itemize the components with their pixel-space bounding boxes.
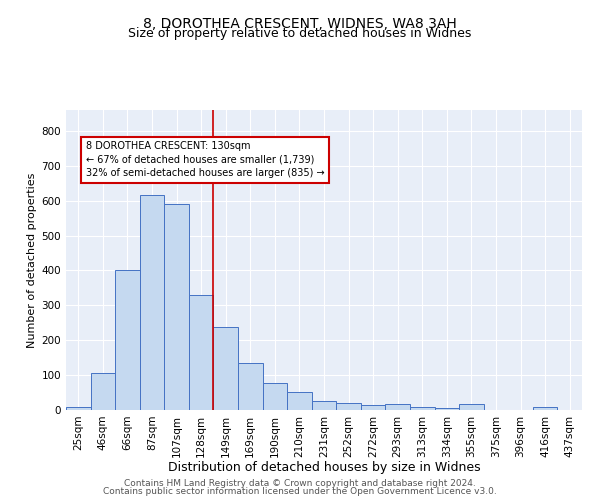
- Bar: [287, 392, 312, 410]
- Text: 8, DOROTHEA CRESCENT, WIDNES, WA8 3AH: 8, DOROTHEA CRESCENT, WIDNES, WA8 3AH: [143, 18, 457, 32]
- Bar: [385, 404, 410, 410]
- Bar: [459, 404, 484, 410]
- Bar: [533, 407, 557, 410]
- Bar: [91, 374, 115, 410]
- Bar: [312, 402, 336, 410]
- Text: 8 DOROTHEA CRESCENT: 130sqm
← 67% of detached houses are smaller (1,739)
32% of : 8 DOROTHEA CRESCENT: 130sqm ← 67% of det…: [86, 142, 324, 178]
- Text: Size of property relative to detached houses in Widnes: Size of property relative to detached ho…: [128, 28, 472, 40]
- Text: Contains public sector information licensed under the Open Government Licence v3: Contains public sector information licen…: [103, 487, 497, 496]
- Bar: [115, 270, 140, 410]
- Bar: [361, 405, 385, 410]
- Bar: [214, 328, 238, 410]
- Y-axis label: Number of detached properties: Number of detached properties: [28, 172, 37, 348]
- Bar: [66, 407, 91, 410]
- Bar: [263, 383, 287, 410]
- Bar: [140, 196, 164, 410]
- Text: Contains HM Land Registry data © Crown copyright and database right 2024.: Contains HM Land Registry data © Crown c…: [124, 478, 476, 488]
- Bar: [238, 363, 263, 410]
- Bar: [410, 407, 434, 410]
- Bar: [189, 295, 214, 410]
- Bar: [434, 408, 459, 410]
- Bar: [164, 204, 189, 410]
- X-axis label: Distribution of detached houses by size in Widnes: Distribution of detached houses by size …: [167, 461, 481, 474]
- Bar: [336, 403, 361, 410]
